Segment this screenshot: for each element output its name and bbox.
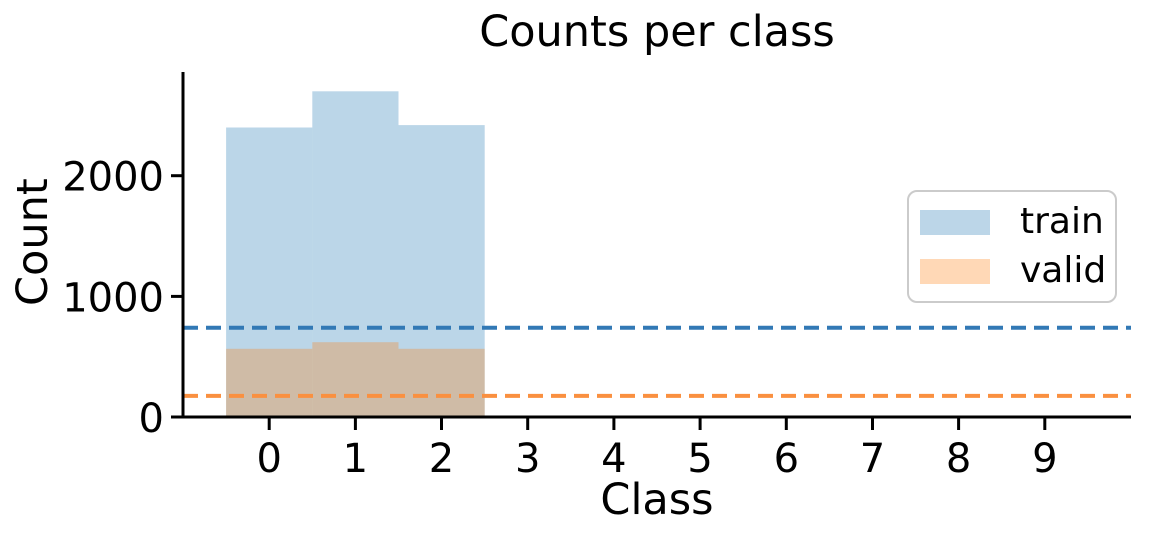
x-tick-label: 1 xyxy=(343,436,368,482)
x-tick-label: 7 xyxy=(860,436,885,482)
x-tick-label: 4 xyxy=(601,436,626,482)
valid-swatch xyxy=(920,258,990,284)
x-tick-label: 0 xyxy=(256,436,281,482)
valid-bar-class-2 xyxy=(398,348,485,417)
y-tick-label: 1000 xyxy=(62,275,164,321)
x-axis-label: Class xyxy=(600,475,714,525)
legend-entry-valid: valid xyxy=(920,253,1115,289)
train-bar-class-0 xyxy=(226,127,313,417)
legend: train valid xyxy=(907,190,1117,303)
x-tick-label: 9 xyxy=(1032,436,1057,482)
train-bar-class-1 xyxy=(312,91,399,418)
legend-label-valid: valid xyxy=(1020,250,1107,291)
legend-label-train: train xyxy=(1020,201,1104,242)
y-tick-label: 2000 xyxy=(62,155,164,201)
x-tick-label: 6 xyxy=(774,436,799,482)
valid-bar-class-0 xyxy=(226,348,313,417)
x-tick-label: 5 xyxy=(687,436,712,482)
valid-bar-class-1 xyxy=(312,342,399,417)
train-bar-class-2 xyxy=(398,125,485,417)
x-tick-label: 2 xyxy=(429,436,454,482)
legend-entry-train: train xyxy=(920,204,1115,240)
train-swatch xyxy=(920,209,990,235)
x-tick-label: 8 xyxy=(946,436,971,482)
y-tick-label: 0 xyxy=(139,396,164,442)
x-tick-label: 3 xyxy=(515,436,540,482)
chart-title: Counts per class xyxy=(479,7,835,57)
y-axis-label: Count xyxy=(8,178,58,306)
